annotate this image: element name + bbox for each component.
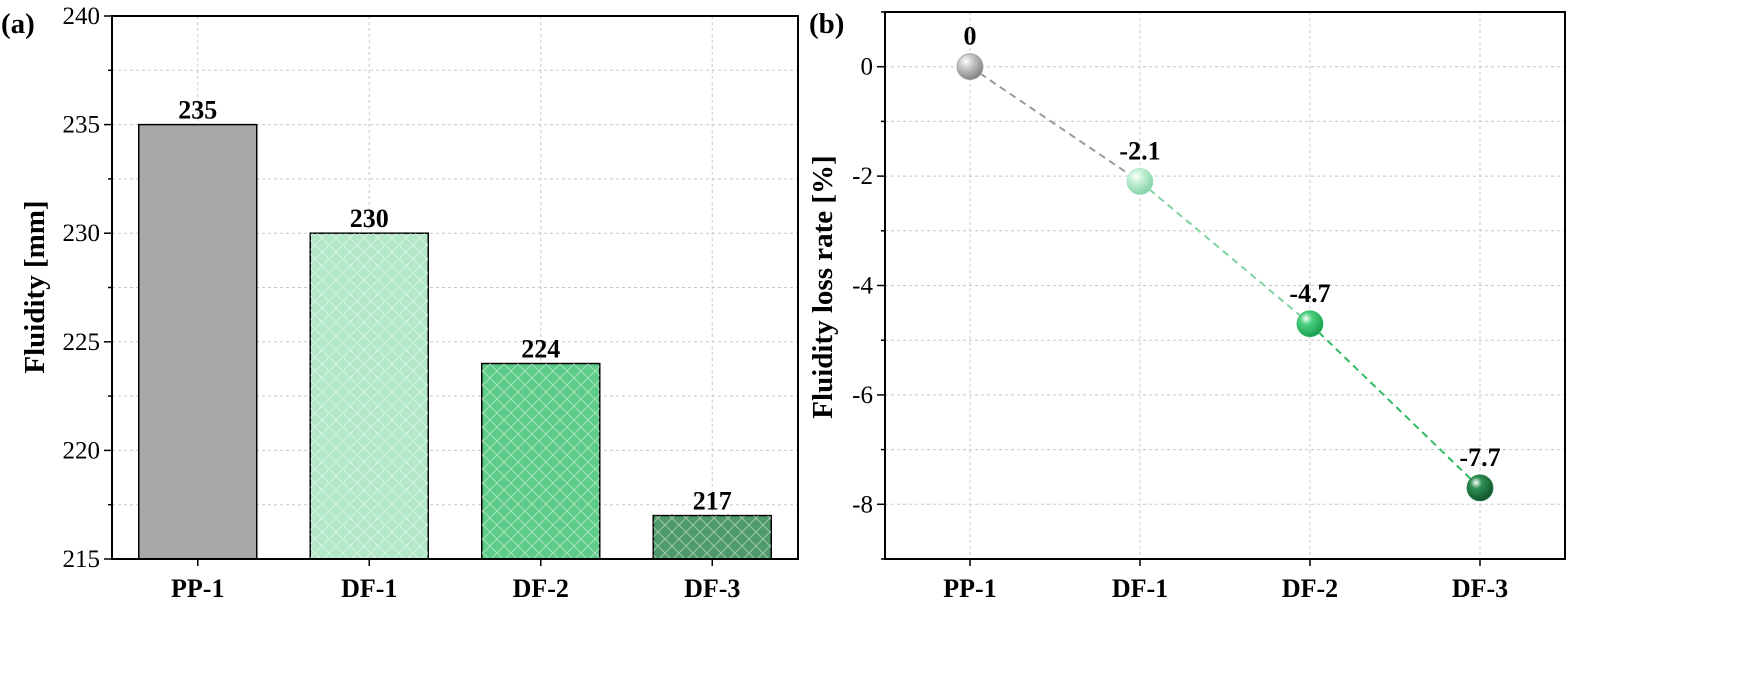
y-tick-label-a: 220 (63, 437, 101, 464)
panel-a: 235 230 224 217 215 220 225 230 235 240 PP-1 DF-1 DF… (63, 3, 799, 603)
data-label: 217 (693, 487, 732, 516)
y-tick-label-a: 230 (63, 220, 101, 247)
y-tick-label-b: -2 (852, 163, 873, 190)
y-tick-label-a: 240 (63, 3, 101, 30)
bar-pp-1 (138, 123, 258, 560)
y-tick-label-a: 215 (63, 546, 101, 573)
panel-b: 0 -2.1 -4.7 -7.7 -8 -6 -4 -2 0 PP-1 DF-1 DF-2 DF-3 (852, 11, 1566, 603)
y-tick-label-b: -6 (852, 382, 873, 409)
point-df-1 (1126, 168, 1154, 195)
y-tick-label-b: -4 (852, 273, 873, 300)
connector-segment (969, 65, 1141, 183)
x-tick-label-b: DF-3 (1452, 574, 1508, 603)
y-tick-label-a: 235 (63, 112, 101, 139)
data-label: 230 (350, 204, 389, 233)
x-tick-label-b: PP-1 (943, 574, 996, 603)
data-label: 0 (964, 22, 977, 51)
bar-hatch (653, 515, 772, 559)
y-tick-label-b: 0 (861, 54, 874, 81)
x-tick-label-b: DF-2 (1282, 574, 1338, 603)
bar-hatch (310, 233, 429, 559)
x-tick-label-a: DF-1 (341, 574, 397, 603)
point-pp-1 (956, 53, 984, 81)
panel-label-b: (b) (809, 8, 844, 40)
data-label: -7.7 (1459, 443, 1500, 472)
y-tick-label-a: 225 (63, 329, 101, 356)
bar-hatch (481, 363, 600, 559)
x-tick-label-a: DF-3 (684, 574, 740, 603)
data-label: 235 (178, 96, 217, 125)
data-label: -4.7 (1289, 279, 1330, 308)
ylabel-a: Fluidity [mm] (19, 200, 51, 373)
x-tick-label-a: PP-1 (171, 574, 224, 603)
connector-segment (1309, 323, 1481, 489)
ylabel-b: Fluidity loss rate [%] (807, 155, 839, 418)
y-tick-label-b: -8 (852, 491, 873, 518)
panel-label-a: (a) (1, 8, 35, 40)
x-tick-label-a: DF-2 (513, 574, 569, 603)
data-label: -2.1 (1119, 137, 1160, 166)
point-df-2 (1296, 310, 1324, 338)
connector-segment (1139, 180, 1311, 325)
x-tick-label-b: DF-1 (1112, 574, 1168, 603)
data-label: 224 (521, 335, 560, 364)
point-df-3 (1466, 474, 1494, 502)
